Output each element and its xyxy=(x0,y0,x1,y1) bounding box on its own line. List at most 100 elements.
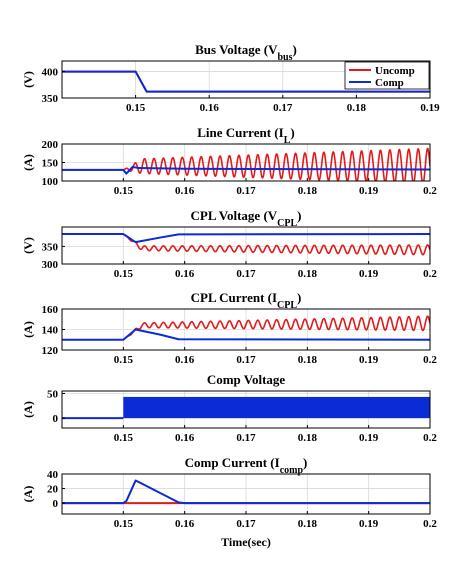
chart-title-close: ) xyxy=(290,125,294,140)
chart-title-main: Bus Voltage (V xyxy=(195,42,278,57)
y-tick-label: 50 xyxy=(47,388,59,400)
y-tick-label: 160 xyxy=(42,304,59,316)
series-group xyxy=(62,396,430,420)
x-tick-label: 0.15 xyxy=(114,268,134,280)
x-tick-label: 0.15 xyxy=(114,185,134,197)
chart-title-main: CPL Current (I xyxy=(191,290,277,305)
y-tick-label: 150 xyxy=(42,158,59,170)
panel-bus-voltage: 0.15 0.16 0.17 0.18 0.19 350 400 (V) Bus Voltage… xyxy=(21,42,440,114)
chart-title: CPL Voltage (VCPL) xyxy=(190,208,301,229)
x-axis-label: Time(sec) xyxy=(221,535,271,549)
series-group xyxy=(62,147,430,181)
panel-cpl-current: 0.15 0.16 0.17 0.18 0.19 0.2 120 140 160 (A) CPL C… xyxy=(21,290,437,366)
y-tick-label: 40 xyxy=(47,469,59,481)
x-tick-label: 0.17 xyxy=(273,102,293,114)
x-tick-label: 0.17 xyxy=(236,432,256,444)
chart-title-main: CPL Voltage (V xyxy=(190,208,277,223)
panel-line-current: 0.15 0.16 0.17 0.18 0.19 0.2 100 150 200 (A) Line … xyxy=(21,125,437,197)
y-tick-label: 0 xyxy=(53,413,59,425)
panel-comp-current: 0.15 0.16 0.17 0.18 0.19 0.2 0 20 40 (A) Comp Curr… xyxy=(21,455,437,530)
chart-title-main: Comp Voltage xyxy=(207,372,286,387)
legend-box xyxy=(344,61,430,90)
y-tick-label: 0 xyxy=(53,498,59,510)
panel-comp-voltage: 0.15 0.16 0.17 0.18 0.19 0.2 0 50 (A) Comp Voltag… xyxy=(21,372,437,444)
x-tick-label: 0.18 xyxy=(298,518,318,530)
series-uncomp-line xyxy=(62,147,430,181)
series-comp-band xyxy=(123,396,430,419)
chart-title-close: ) xyxy=(293,42,297,57)
chart-title-subscript: bus xyxy=(278,52,293,63)
y-axis-label: (V) xyxy=(21,237,35,254)
series-uncomp-line xyxy=(62,315,430,341)
series-comp-line xyxy=(62,165,430,175)
chart-title-subscript: CPL xyxy=(277,300,297,311)
legend-comp-label: Comp xyxy=(375,77,404,89)
x-tick-label: 0.2 xyxy=(423,185,437,197)
x-tick-label: 0.15 xyxy=(114,432,134,444)
series-group xyxy=(62,315,430,341)
x-tick-label: 0.2 xyxy=(423,268,437,280)
x-tick-label: 0.16 xyxy=(175,518,195,530)
x-tick-label: 0.19 xyxy=(359,432,379,444)
chart-title: Comp Voltage xyxy=(207,372,286,387)
series-group xyxy=(62,233,430,256)
x-tick-label: 0.2 xyxy=(423,518,437,530)
x-tick-label: 0.18 xyxy=(298,354,318,366)
x-tick-label: 0.16 xyxy=(175,354,195,366)
y-tick-label: 100 xyxy=(42,176,59,188)
chart-title: Comp Current (Icomp) xyxy=(185,455,308,476)
series-comp-line xyxy=(62,479,430,505)
y-tick-label: 350 xyxy=(42,241,59,253)
chart-title-close: ) xyxy=(297,290,301,305)
chart-title-subscript: L xyxy=(284,135,291,146)
y-axis-label: (A) xyxy=(21,321,35,338)
x-tick-label: 0.19 xyxy=(359,185,379,197)
x-tick-label: 0.2 xyxy=(423,432,437,444)
chart-title-close: ) xyxy=(297,208,301,223)
y-tick-label: 20 xyxy=(47,484,59,496)
chart-title: Bus Voltage (Vbus) xyxy=(195,42,297,63)
chart-title-subscript: comp xyxy=(280,465,304,476)
chart-title: Line Current (IL) xyxy=(197,125,294,146)
x-tick-label: 0.16 xyxy=(175,432,195,444)
x-tick-label: 0.18 xyxy=(298,432,318,444)
x-tick-label: 0.19 xyxy=(359,354,379,366)
chart-title-close: ) xyxy=(303,455,307,470)
chart-title-subscript: CPL xyxy=(277,218,297,229)
x-tick-label: 0.19 xyxy=(420,102,440,114)
chart-title-main: Line Current (I xyxy=(197,125,283,140)
y-axis-label: (A) xyxy=(21,154,35,171)
x-tick-label: 0.19 xyxy=(359,518,379,530)
legend-uncomp-label: Uncomp xyxy=(375,65,415,77)
x-tick-label: 0.15 xyxy=(114,518,134,530)
series-comp-line xyxy=(62,233,430,244)
series-comp-line xyxy=(62,328,430,341)
chart-title: CPL Current (ICPL) xyxy=(191,290,302,311)
axes-box xyxy=(61,60,431,99)
y-tick-label: 350 xyxy=(42,93,59,105)
chart-title-main: Comp Current (I xyxy=(185,455,280,470)
y-tick-label: 120 xyxy=(42,345,59,357)
y-axis-label: (A) xyxy=(21,486,35,503)
x-tick-label: 0.18 xyxy=(347,102,367,114)
x-tick-label: 0.17 xyxy=(236,518,256,530)
x-tick-label: 0.17 xyxy=(236,185,256,197)
x-tick-label: 0.16 xyxy=(175,268,195,280)
series-comp-line xyxy=(62,70,430,93)
x-tick-label: 0.17 xyxy=(236,354,256,366)
y-tick-label: 200 xyxy=(42,139,59,151)
y-tick-label: 400 xyxy=(42,67,59,79)
series-uncomp-line xyxy=(62,233,430,256)
x-tick-label: 0.19 xyxy=(359,268,379,280)
y-axis-label: (A) xyxy=(21,401,35,418)
y-tick-label: 300 xyxy=(42,259,59,271)
y-tick-label: 140 xyxy=(42,325,59,337)
x-tick-label: 0.16 xyxy=(200,102,220,114)
series-group xyxy=(62,479,430,505)
y-axis-label: (V) xyxy=(21,71,35,88)
x-tick-label: 0.18 xyxy=(298,268,318,280)
x-tick-label: 0.15 xyxy=(126,102,146,114)
x-tick-label: 0.16 xyxy=(175,185,195,197)
x-tick-label: 0.17 xyxy=(236,268,256,280)
